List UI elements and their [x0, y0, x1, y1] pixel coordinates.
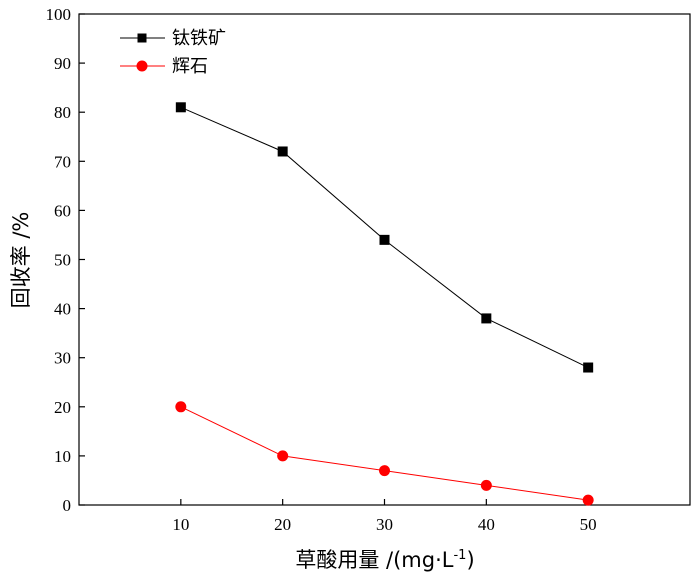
y-tick-label-90: 90 [54, 54, 71, 73]
data-point-s1-50 [582, 494, 594, 506]
series-layer [175, 102, 594, 506]
y-tick-label-40: 40 [54, 300, 71, 319]
y-tick-label-70: 70 [54, 152, 71, 171]
y-tick-label-60: 60 [54, 201, 71, 220]
legend-label-ilmenite: 钛铁矿 [172, 28, 226, 49]
x-tick-label-40: 40 [478, 515, 495, 534]
data-point-s0-30 [379, 234, 390, 245]
data-point-s1-20 [277, 450, 289, 462]
x-tick-label-50: 50 [580, 515, 597, 534]
y-tick-label-20: 20 [54, 398, 71, 417]
data-point-s0-10 [175, 102, 186, 113]
series-line-1 [180, 406, 589, 501]
legend-label-pyroxene: 辉石 [172, 56, 208, 77]
data-point-s0-50 [583, 362, 594, 373]
y-tick-label-50: 50 [54, 251, 71, 270]
x-axis-title: 草酸用量 /(mg·L-1) [295, 548, 474, 572]
y-tick-label-30: 30 [54, 349, 71, 368]
x-tick-label-30: 30 [376, 515, 393, 534]
y-axis: 0 10 20 30 40 50 60 70 80 90 100 [46, 5, 85, 515]
legend: 钛铁矿 辉石 [120, 28, 226, 77]
data-point-s0-40 [481, 313, 492, 324]
y-tick-label-80: 80 [54, 103, 71, 122]
x-tick-label-20: 20 [274, 515, 291, 534]
legend-marker-pyroxene [136, 60, 148, 72]
legend-marker-ilmenite [137, 33, 147, 43]
x-axis: 10 20 30 40 50 [172, 499, 597, 534]
y-tick-label-0: 0 [63, 496, 72, 515]
data-point-s1-30 [379, 465, 390, 477]
data-point-s1-10 [175, 401, 187, 413]
y-axis-title: 回收率 /% [9, 212, 33, 309]
plot-frame [78, 13, 691, 506]
data-point-s0-20 [277, 146, 288, 157]
y-tick-label-100: 100 [46, 5, 72, 24]
x-tick-label-10: 10 [172, 515, 189, 534]
y-tick-label-10: 10 [54, 447, 71, 466]
data-point-s1-40 [480, 479, 492, 491]
